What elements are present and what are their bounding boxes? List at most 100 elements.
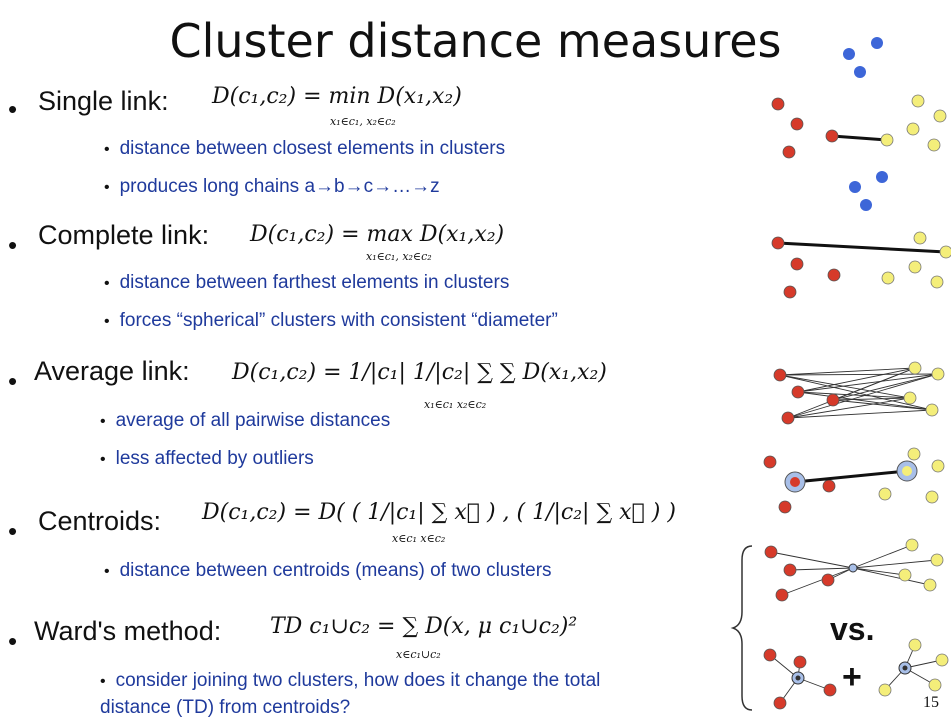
illu-average-link [779, 367, 939, 419]
yellow-point [903, 391, 917, 405]
formula-complete-link: D(c₁,c₂) = max D(x₁,x₂) [250, 222, 505, 247]
red-point [825, 129, 839, 143]
formula-centroids: D(c₁,c₂) = D( ( 1/|c₁| ∑ x⃗ ) , ( 1/|c₂|… [202, 500, 676, 525]
bullet-average-link-1: • average of all pairwise distances [100, 410, 391, 431]
formula-single-link: D(c₁,c₂) = min D(x₁,x₂) [212, 84, 462, 109]
red-point [778, 500, 792, 514]
complete-link-edge [777, 241, 947, 254]
formula-sub-wards-method: x∈c₁∪c₂ [396, 648, 441, 661]
yellow-point [878, 683, 892, 697]
red-point [791, 385, 805, 399]
formula-average-link: D(c₁,c₂) = 1/|c₁| 1/|c₂| ∑ ∑ D(x₁,x₂) [232, 360, 607, 385]
formula-sub-complete-link: x₁∈c₁, x₂∈c₂ [366, 250, 432, 263]
vs-label: vs. [830, 611, 874, 647]
red-point [790, 477, 800, 487]
red-point [823, 683, 837, 697]
plus-label: + [842, 658, 862, 696]
centroid-dot [795, 675, 801, 681]
page-number: 15 [923, 694, 939, 711]
illu-single-link [771, 94, 947, 159]
bullet-dot: • [8, 230, 18, 260]
centroid-marker [848, 563, 858, 573]
blue-point [876, 171, 888, 183]
yellow-point [930, 553, 944, 567]
yellow-point [907, 447, 921, 461]
red-point [783, 285, 797, 299]
red-point [827, 268, 841, 282]
red-point [773, 368, 787, 382]
yellow-point [880, 133, 894, 147]
bullet-dot: • [8, 626, 18, 656]
red-point [793, 655, 807, 669]
formula-sub-average-link: x₁∈c₁ x₂∈c₂ [424, 398, 487, 411]
illu-blue-cluster-mid [849, 171, 888, 211]
red-point [773, 696, 787, 710]
red-point [771, 236, 785, 250]
yellow-point [898, 568, 912, 582]
red-point [782, 145, 796, 159]
red-point [826, 393, 840, 407]
heading-wards-method: Ward's method: [34, 616, 222, 646]
bullet-dot: • [8, 516, 18, 546]
yellow-point [905, 538, 919, 552]
single-link-edge [831, 134, 888, 142]
blue-point [854, 66, 866, 78]
yellow-point [913, 231, 927, 245]
illu-average-link-points [773, 361, 945, 425]
bullet-wards-method-1: • consider joining two clusters, how does… [100, 670, 601, 718]
yellow-point [931, 367, 945, 381]
yellow-point [931, 459, 945, 473]
yellow-point [923, 578, 937, 592]
bullet-dot: • [8, 94, 18, 124]
heading-complete-link: Complete link: [38, 220, 210, 250]
red-point [783, 563, 797, 577]
illu-wards-method: vs. + [730, 538, 949, 711]
bullet-dot: • [8, 366, 18, 396]
yellow-point [933, 109, 947, 123]
heading-single-link: Single link: [38, 86, 169, 116]
red-point [775, 588, 789, 602]
formula-sub-centroids: x∈c₁ x∈c₂ [392, 532, 446, 545]
yellow-point [906, 122, 920, 136]
formula-sub-single-link: x₁∈c₁, x₂∈c₂ [330, 115, 396, 128]
yellow-point [935, 653, 949, 667]
red-point [822, 479, 836, 493]
yellow-point [928, 678, 942, 692]
yellow-point [908, 260, 922, 274]
heading-centroids: Centroids: [38, 506, 162, 536]
bullet-average-link-2: • less affected by outliers [100, 448, 314, 469]
red-point [764, 545, 778, 559]
bullet-single-link-1: • distance between closest elements in cl… [104, 138, 506, 159]
yellow-point [930, 275, 944, 289]
blue-point [849, 181, 861, 193]
red-point [771, 97, 785, 111]
heading-average-link: Average link: [34, 356, 190, 386]
yellow-point [939, 245, 951, 259]
slide-title: Cluster distance measures [169, 14, 782, 68]
illu-complete-link [771, 231, 951, 299]
yellow-point [908, 361, 922, 375]
blue-point [871, 37, 883, 49]
yellow-point [878, 487, 892, 501]
red-point [821, 573, 835, 587]
red-point [781, 411, 795, 425]
yellow-point [881, 271, 895, 285]
bullet-single-link-2: • produces long chains a→b→c→…→z [104, 176, 440, 197]
red-point [763, 648, 777, 662]
yellow-point [925, 403, 939, 417]
yellow-point [925, 490, 939, 504]
bullet-complete-link-2: • forces “spherical” clusters with consis… [104, 310, 558, 331]
yellow-point [908, 638, 922, 652]
grouping-brace [730, 545, 753, 711]
red-point [790, 117, 804, 131]
formula-wards-method: TD c₁∪c₂ = ∑ D(x, μ c₁∪c₂)² [270, 614, 578, 639]
blue-point [860, 199, 872, 211]
bullet-centroids-1: • distance between centroids (means) of t… [104, 560, 552, 581]
bullet-complete-link-1: • distance between farthest elements in c… [104, 272, 510, 293]
yellow-point [911, 94, 925, 108]
centroid-edge [794, 469, 908, 484]
yellow-point [927, 138, 941, 152]
red-point [763, 455, 777, 469]
illu-blue-cluster-top [843, 37, 883, 78]
